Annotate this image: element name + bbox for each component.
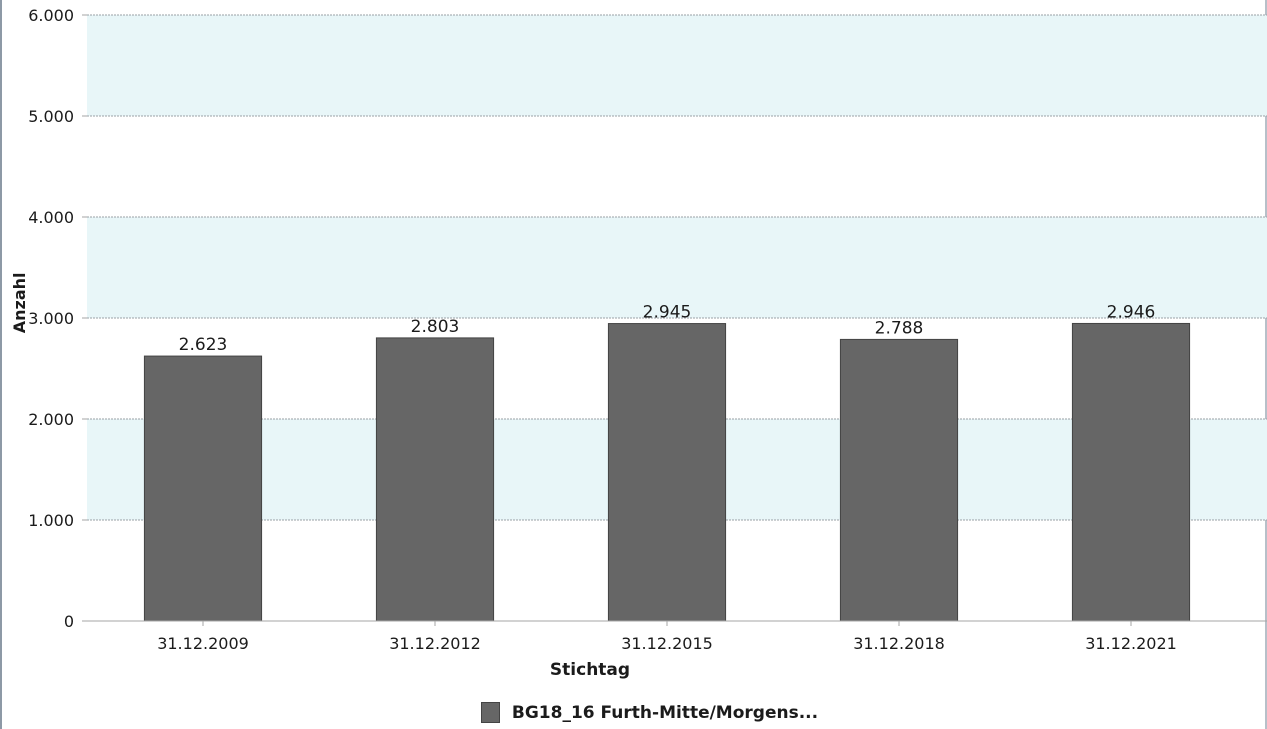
value-label: 2.788 xyxy=(875,318,924,338)
window-left-border xyxy=(0,0,2,729)
x-tick-labels: 31.12.2009 31.12.2012 31.12.2015 31.12.2018… xyxy=(157,621,1177,653)
x-tick-label: 31.12.2018 xyxy=(853,634,945,653)
y-tick-label: 4.000 xyxy=(28,208,74,227)
value-label: 2.945 xyxy=(643,303,692,323)
y-tick-label: 2.000 xyxy=(28,410,74,429)
bar xyxy=(1071,322,1191,622)
bar xyxy=(607,323,727,622)
bar xyxy=(839,338,959,622)
background-band xyxy=(87,217,1267,318)
x-tick-label: 31.12.2012 xyxy=(389,634,481,653)
bar xyxy=(375,337,495,622)
legend-label: BG18_16 Furth-Mitte/Morgens... xyxy=(511,702,819,723)
value-label: 2.623 xyxy=(179,335,228,355)
legend: BG18_16 Furth-Mitte/Morgens... xyxy=(0,702,1267,728)
legend-swatch xyxy=(480,702,500,723)
y-tick-label: 0 xyxy=(64,612,74,631)
bar xyxy=(143,355,263,622)
background-band xyxy=(87,15,1267,116)
window-right-border xyxy=(1265,0,1267,729)
y-tick-label: 1.000 xyxy=(28,511,74,530)
value-label: 2.946 xyxy=(1107,302,1156,322)
y-tick-label: 6.000 xyxy=(28,6,74,25)
bars xyxy=(143,322,1191,622)
x-tick-label: 31.12.2015 xyxy=(621,634,713,653)
y-tick-label: 5.000 xyxy=(28,107,74,126)
y-axis-title: Anzahl xyxy=(10,272,29,333)
value-label: 2.803 xyxy=(411,317,460,337)
legend-item[interactable]: BG18_16 Furth-Mitte/Morgens... xyxy=(480,702,819,723)
y-tick-labels: 0 1.000 2.000 3.000 4.000 5.000 6.000 xyxy=(28,6,74,631)
x-tick-label: 31.12.2009 xyxy=(157,634,249,653)
y-tick-label: 3.000 xyxy=(28,309,74,328)
x-axis-title: Stichtag xyxy=(550,660,630,680)
value-labels: 2.623 2.803 2.945 2.788 2.946 xyxy=(179,302,1156,355)
x-tick-label: 31.12.2021 xyxy=(1085,634,1177,653)
